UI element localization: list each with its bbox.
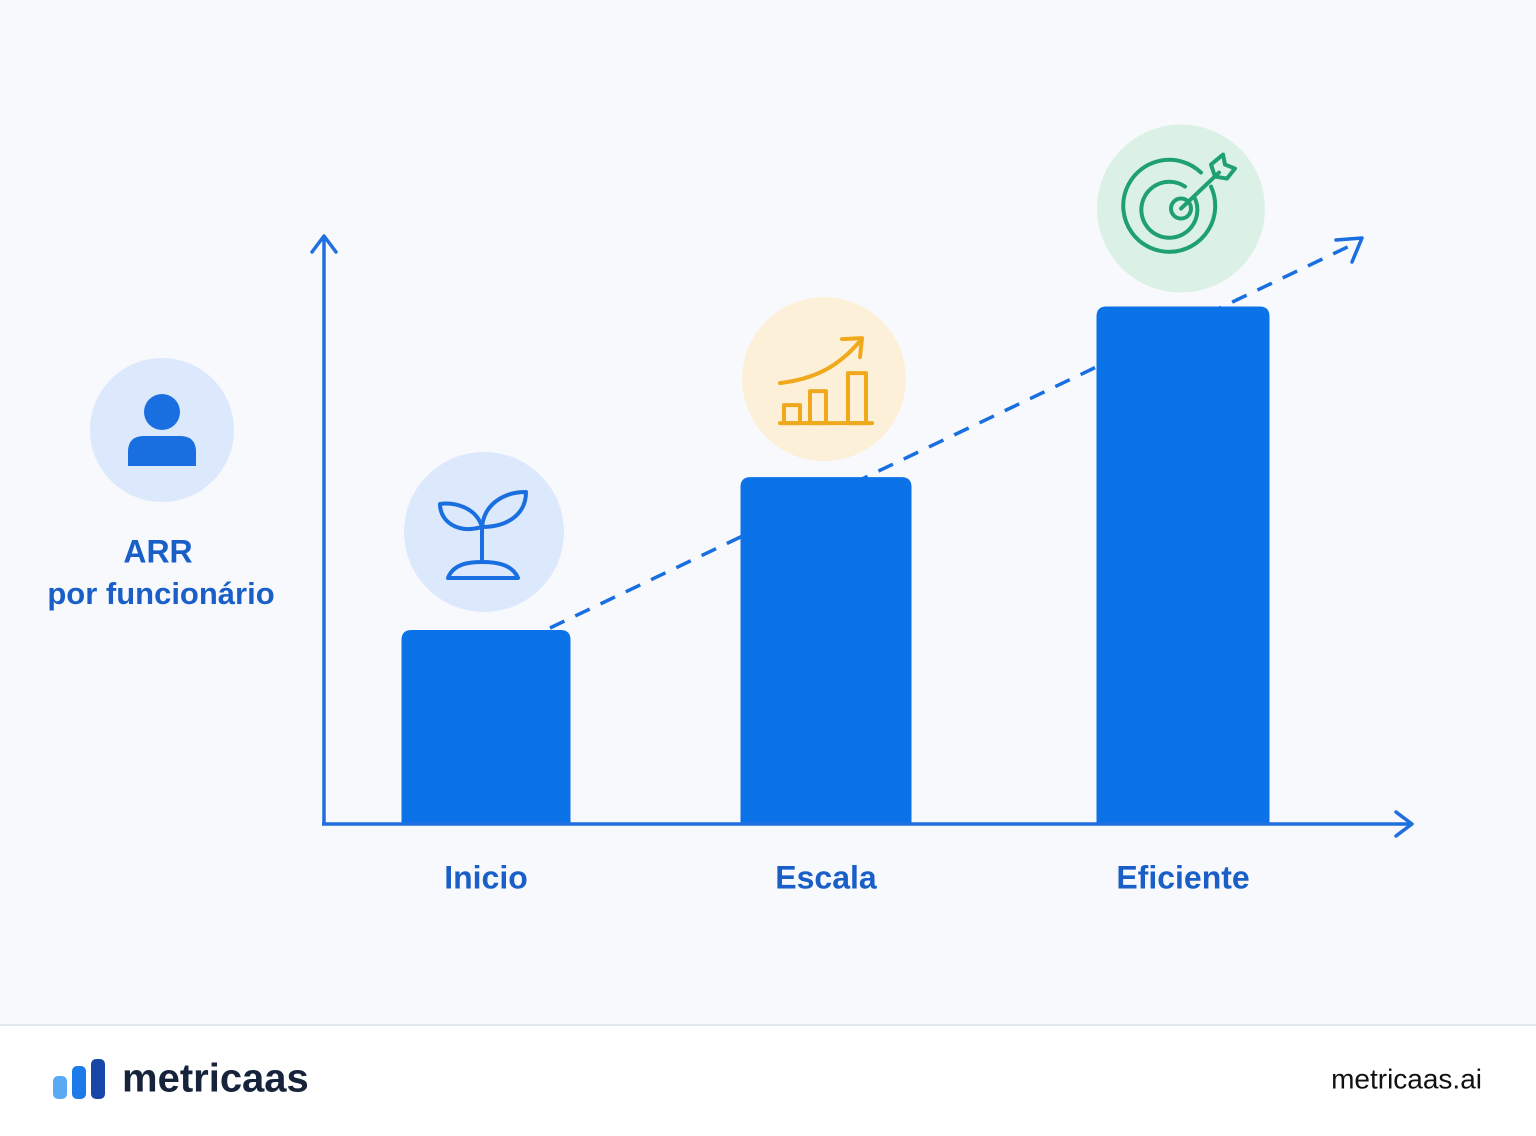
x-tick-label: Inicio [444, 859, 528, 895]
footer-background [0, 1025, 1536, 1136]
y-axis-label: ARR [123, 533, 192, 569]
growth-icon [742, 297, 906, 462]
bar [740, 477, 912, 824]
x-tick-label: Eficiente [1116, 859, 1249, 895]
trend-line [549, 240, 1359, 630]
x-tick-label: Escala [775, 859, 877, 895]
footer-brand: metricaas [122, 1057, 309, 1101]
x-axis-arrow [1394, 810, 1414, 838]
bar [401, 629, 571, 824]
bar [1096, 306, 1270, 824]
y-axis-arrow [310, 234, 338, 254]
sprout-icon [404, 451, 564, 612]
footer-logo [53, 1059, 105, 1099]
y-axis-label: por funcionário [47, 576, 274, 611]
trend-arrow [1334, 236, 1364, 264]
footer-website: metricaas.ai [1331, 1063, 1482, 1094]
bars [401, 306, 1270, 824]
person-icon [128, 394, 196, 466]
target-icon [1097, 124, 1265, 293]
